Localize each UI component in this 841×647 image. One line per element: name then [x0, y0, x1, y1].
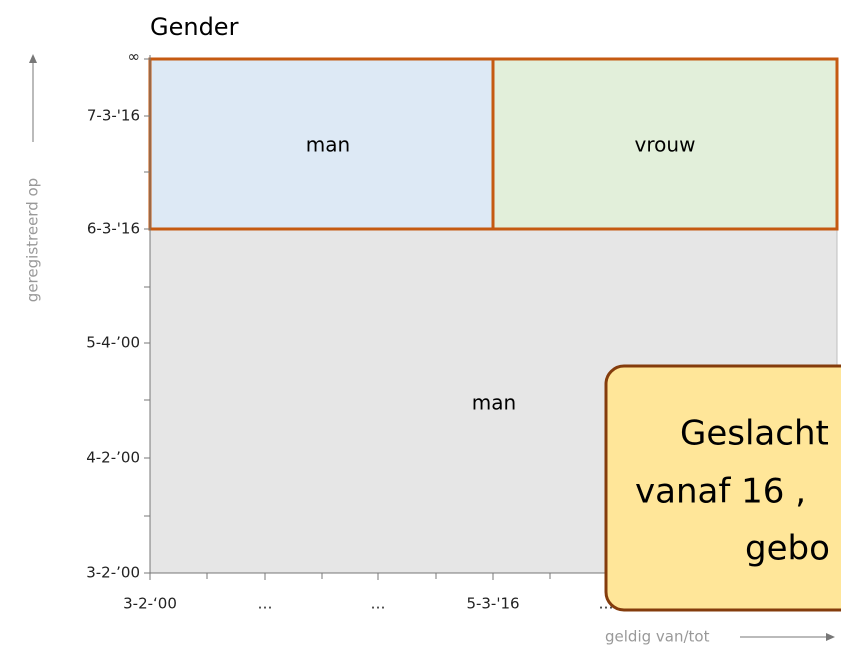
region-label: vrouw — [635, 133, 696, 157]
callout: Geslacht vanaf 16 , gebo — [604, 364, 841, 612]
y-tick-label: 7-3-'16 — [87, 107, 140, 125]
x-tick-label: 3-2-‘00 — [123, 595, 177, 613]
x-arrow-head — [826, 633, 835, 641]
x-tick-label: 5-3-'16 — [466, 595, 519, 613]
y-axis-title: geregistreerd op — [24, 178, 42, 302]
region-label: man — [306, 133, 350, 157]
region-vrouw — [491, 57, 839, 231]
region-man — [148, 57, 495, 231]
minor-ticks — [144, 171, 551, 579]
y-tick-label: ∞ — [128, 48, 141, 66]
x-tick-label: … — [258, 595, 273, 613]
y-arrow-head — [29, 54, 37, 63]
y-tick-label: 6-3-'16 — [87, 220, 140, 238]
y-tick-label: 5-4-’00 — [86, 334, 140, 352]
x-axis-title: geldig van/tot — [605, 628, 710, 646]
callout-box — [604, 364, 841, 612]
y-tick-label: 3-2-’00 — [86, 564, 140, 582]
callout-line: Geslacht — [680, 414, 829, 454]
region-label: man — [472, 391, 516, 415]
callout-line: vanaf 16 , — [635, 472, 806, 512]
y-tick-label: 4-2-’00 — [86, 449, 140, 467]
title: Gender — [150, 13, 239, 41]
x-tick-label: … — [371, 595, 386, 613]
callout-line: gebo — [745, 529, 830, 569]
